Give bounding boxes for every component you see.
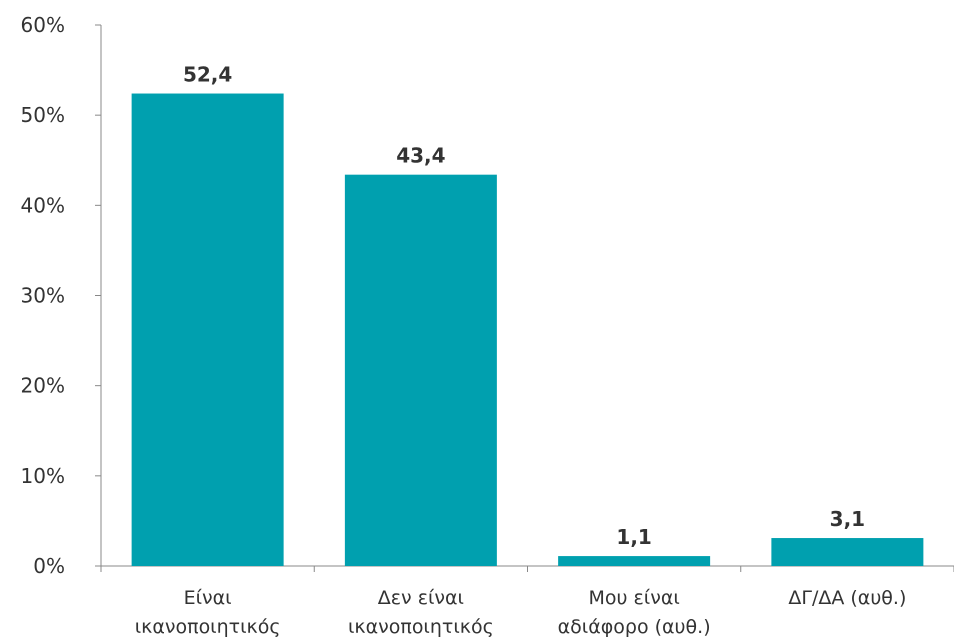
value-label: 3,1: [830, 507, 865, 531]
bar: [344, 174, 497, 566]
y-tick-label: 40%: [21, 193, 65, 217]
bars: [131, 93, 924, 566]
y-axis: 0% 10% 20% 30% 40% 50% 60%: [21, 13, 102, 578]
category-label: ΔΓ/ΔΑ (αυθ.): [788, 587, 906, 609]
value-label: 43,4: [396, 144, 445, 168]
bar: [771, 538, 924, 566]
category-label-line: Μου είναι: [588, 587, 679, 609]
category-label-line: ικανοποιητικός: [348, 616, 494, 638]
value-label: 1,1: [616, 525, 651, 549]
category-label-line: Δεν είναι: [378, 587, 464, 609]
category-labels: Είναι ικανοποιητικός Δεν είναι ικανοποιητικ…: [135, 587, 907, 638]
bar: [131, 93, 284, 566]
category-label-line: Είναι: [184, 587, 232, 609]
value-label: 52,4: [183, 63, 232, 87]
y-tick-label: 10%: [21, 464, 65, 488]
y-tick-label: 20%: [21, 374, 65, 398]
category-label: Μου είναι αδιάφορο (αυθ.): [558, 587, 711, 638]
category-label-line: αδιάφορο (αυθ.): [558, 616, 711, 638]
y-tick-label: 50%: [21, 103, 65, 127]
value-labels: 52,4 43,4 1,1 3,1: [183, 63, 865, 550]
category-label-line: ΔΓ/ΔΑ (αυθ.): [788, 587, 906, 609]
category-label: Δεν είναι ικανοποιητικός: [348, 587, 494, 638]
category-label: Είναι ικανοποιητικός: [135, 587, 281, 638]
y-tick-label: 30%: [21, 284, 65, 308]
category-label-line: ικανοποιητικός: [135, 616, 281, 638]
x-axis: [100, 565, 954, 572]
y-tick-label: 0%: [33, 554, 65, 578]
bar: [558, 556, 711, 566]
y-tick-label: 60%: [21, 13, 65, 37]
